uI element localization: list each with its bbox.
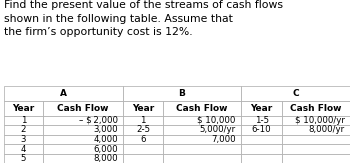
- Text: Cash Flow: Cash Flow: [176, 104, 228, 113]
- Text: 1: 1: [21, 116, 26, 125]
- Text: Cash Flow: Cash Flow: [57, 104, 109, 113]
- Bar: [123, 154, 163, 163]
- Text: 4,000: 4,000: [93, 135, 118, 144]
- Bar: [4, 125, 43, 135]
- Bar: [282, 116, 350, 125]
- Bar: [241, 86, 350, 101]
- Bar: [282, 135, 350, 144]
- Bar: [282, 154, 350, 163]
- Bar: [282, 144, 350, 154]
- Bar: [43, 125, 123, 135]
- Bar: [4, 144, 43, 154]
- Text: A: A: [60, 89, 67, 98]
- Text: Year: Year: [251, 104, 273, 113]
- Bar: [163, 144, 241, 154]
- Text: $ 10,000: $ 10,000: [197, 116, 236, 125]
- Bar: [43, 135, 123, 144]
- Text: C: C: [292, 89, 299, 98]
- Text: Year: Year: [132, 104, 154, 113]
- Text: 1-5: 1-5: [254, 116, 269, 125]
- Bar: [43, 101, 123, 116]
- Bar: [123, 144, 163, 154]
- Bar: [241, 135, 282, 144]
- Bar: [163, 135, 241, 144]
- Text: 5: 5: [21, 154, 26, 163]
- Bar: [241, 125, 282, 135]
- Bar: [241, 154, 282, 163]
- Bar: [241, 144, 282, 154]
- Bar: [43, 144, 123, 154]
- Bar: [123, 116, 163, 125]
- Text: Year: Year: [12, 104, 35, 113]
- Text: B: B: [178, 89, 186, 98]
- Text: 8,000: 8,000: [93, 154, 118, 163]
- Bar: [163, 116, 241, 125]
- Text: Cash Flow: Cash Flow: [290, 104, 342, 113]
- Bar: [163, 101, 241, 116]
- Text: 1: 1: [140, 116, 146, 125]
- Text: Find the present value of the streams of cash flows
shown in the following table: Find the present value of the streams of…: [4, 0, 282, 37]
- Bar: [4, 101, 43, 116]
- Text: 4: 4: [21, 145, 26, 154]
- Bar: [4, 154, 43, 163]
- Bar: [123, 135, 163, 144]
- Text: 6-10: 6-10: [252, 125, 272, 134]
- Text: 5,000/yr: 5,000/yr: [199, 125, 236, 134]
- Bar: [241, 101, 282, 116]
- Text: 3: 3: [21, 135, 26, 144]
- Bar: [123, 86, 241, 101]
- Bar: [163, 154, 241, 163]
- Bar: [282, 101, 350, 116]
- Text: 6: 6: [140, 135, 146, 144]
- Bar: [282, 125, 350, 135]
- Text: – $ 2,000: – $ 2,000: [79, 116, 118, 125]
- Text: $ 10,000/yr: $ 10,000/yr: [295, 116, 345, 125]
- Text: 3,000: 3,000: [93, 125, 118, 134]
- Text: 6,000: 6,000: [93, 145, 118, 154]
- Text: 8,000/yr: 8,000/yr: [309, 125, 345, 134]
- Bar: [43, 116, 123, 125]
- Text: 2: 2: [21, 125, 26, 134]
- Text: 2-5: 2-5: [136, 125, 150, 134]
- Bar: [4, 116, 43, 125]
- Bar: [4, 86, 123, 101]
- Bar: [43, 154, 123, 163]
- Bar: [123, 125, 163, 135]
- Bar: [241, 116, 282, 125]
- Bar: [163, 125, 241, 135]
- Text: 7,000: 7,000: [211, 135, 236, 144]
- Bar: [4, 135, 43, 144]
- Bar: [123, 101, 163, 116]
